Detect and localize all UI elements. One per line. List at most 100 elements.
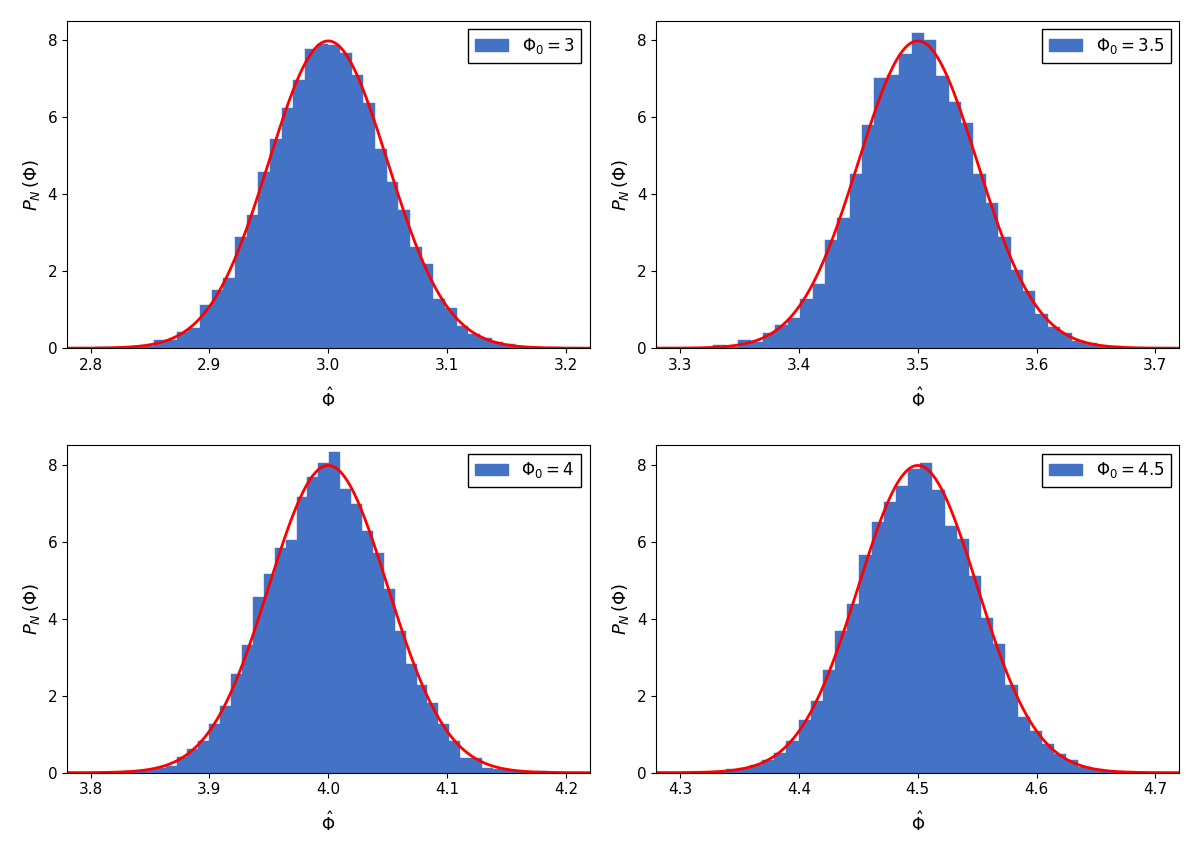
- Bar: [1054, 754, 1067, 773]
- Bar: [924, 39, 936, 348]
- Bar: [787, 318, 800, 348]
- Bar: [1006, 685, 1018, 773]
- Bar: [242, 645, 253, 773]
- Bar: [188, 328, 200, 348]
- Bar: [472, 758, 482, 773]
- Bar: [847, 603, 859, 773]
- Bar: [449, 740, 461, 773]
- Y-axis label: $P_N\,(\Phi)$: $P_N\,(\Phi)$: [20, 583, 42, 635]
- Bar: [714, 345, 726, 348]
- Bar: [726, 770, 738, 773]
- Bar: [264, 574, 275, 773]
- Text: $\hat{\Phi}$: $\hat{\Phi}$: [322, 811, 335, 835]
- Bar: [232, 675, 242, 773]
- Bar: [944, 526, 956, 773]
- Bar: [738, 768, 750, 773]
- Bar: [223, 278, 235, 348]
- Bar: [482, 768, 493, 773]
- Bar: [296, 496, 307, 773]
- Bar: [275, 549, 286, 773]
- Bar: [318, 463, 329, 773]
- Bar: [221, 706, 232, 773]
- Bar: [258, 172, 270, 348]
- Bar: [823, 669, 835, 773]
- Bar: [384, 589, 395, 773]
- Legend: $\Phi_0 = $4.5: $\Phi_0 = $4.5: [1043, 454, 1171, 487]
- Bar: [883, 502, 896, 773]
- Text: $\hat{\Phi}$: $\hat{\Phi}$: [322, 387, 335, 411]
- Bar: [824, 240, 838, 348]
- Bar: [762, 759, 774, 773]
- Bar: [812, 284, 824, 348]
- Bar: [1110, 347, 1122, 348]
- Bar: [1030, 731, 1042, 773]
- Bar: [398, 210, 410, 348]
- Bar: [515, 347, 527, 348]
- Bar: [1103, 770, 1115, 773]
- Bar: [421, 264, 433, 348]
- Bar: [738, 340, 751, 348]
- Bar: [211, 290, 223, 348]
- Bar: [352, 504, 362, 773]
- Bar: [307, 478, 318, 773]
- Bar: [798, 720, 811, 773]
- Bar: [410, 247, 421, 348]
- Bar: [835, 632, 847, 773]
- Bar: [209, 723, 221, 773]
- Bar: [166, 766, 176, 773]
- Bar: [994, 644, 1006, 773]
- Bar: [1067, 760, 1079, 773]
- Bar: [1022, 291, 1036, 348]
- Bar: [1018, 717, 1030, 773]
- Bar: [949, 103, 961, 348]
- Text: $\hat{\Phi}$: $\hat{\Phi}$: [911, 811, 925, 835]
- Bar: [144, 770, 155, 773]
- Bar: [1036, 314, 1048, 348]
- Bar: [713, 770, 726, 773]
- Bar: [850, 174, 862, 348]
- Bar: [329, 452, 341, 773]
- Bar: [899, 54, 912, 348]
- Bar: [908, 469, 920, 773]
- Bar: [200, 306, 211, 348]
- Bar: [406, 663, 416, 773]
- Bar: [982, 618, 994, 773]
- Bar: [329, 45, 340, 348]
- Bar: [253, 597, 264, 773]
- Bar: [936, 76, 949, 348]
- Legend: $\Phi_0 = $3: $\Phi_0 = $3: [468, 29, 581, 62]
- Bar: [973, 174, 986, 348]
- Bar: [775, 325, 787, 348]
- Bar: [1073, 341, 1085, 348]
- Bar: [871, 522, 883, 773]
- Bar: [887, 74, 899, 348]
- Bar: [896, 486, 908, 773]
- Bar: [786, 741, 798, 773]
- Bar: [726, 347, 738, 348]
- Text: $\hat{\Phi}$: $\hat{\Phi}$: [911, 387, 925, 411]
- Bar: [438, 724, 449, 773]
- Bar: [286, 540, 296, 773]
- Bar: [142, 346, 154, 348]
- Bar: [176, 332, 188, 348]
- Bar: [187, 749, 198, 773]
- Bar: [763, 333, 775, 348]
- Bar: [364, 103, 374, 348]
- Bar: [1048, 327, 1060, 348]
- Bar: [1060, 333, 1073, 348]
- Legend: $\Phi_0 = $3.5: $\Phi_0 = $3.5: [1043, 29, 1171, 62]
- Bar: [986, 203, 998, 348]
- Bar: [122, 771, 133, 773]
- Bar: [504, 770, 515, 773]
- Bar: [461, 758, 472, 773]
- Bar: [445, 308, 456, 348]
- Bar: [317, 44, 329, 348]
- Bar: [480, 337, 492, 348]
- Bar: [433, 300, 445, 348]
- Bar: [800, 299, 812, 348]
- Bar: [395, 632, 406, 773]
- Bar: [270, 139, 282, 348]
- Bar: [373, 553, 384, 773]
- Bar: [130, 346, 142, 348]
- Bar: [998, 237, 1010, 348]
